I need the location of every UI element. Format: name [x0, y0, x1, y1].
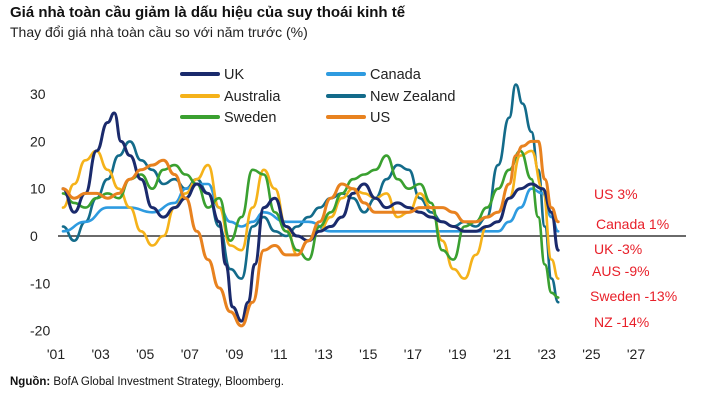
x-tick-label: '11 — [270, 346, 287, 362]
x-tick-label: '13 — [315, 346, 333, 362]
x-tick-label: '15 — [359, 346, 377, 362]
x-tick-label: '21 — [493, 346, 511, 362]
y-tick-label: 10 — [30, 181, 46, 197]
end-label-new-zealand: NZ -14% — [594, 314, 649, 330]
source-note: Nguồn: BofA Global Investment Strategy, … — [10, 376, 284, 388]
x-tick-label: '07 — [181, 346, 199, 362]
end-label-sweden: Sweden -13% — [590, 288, 677, 304]
x-tick-label: '17 — [404, 346, 422, 362]
legend-label-australia: Australia — [224, 89, 281, 105]
end-label-uk: UK -3% — [594, 241, 642, 257]
x-tick-label: '09 — [225, 346, 243, 362]
end-label-canada: Canada 1% — [596, 216, 669, 232]
legend-label-us: US — [370, 110, 390, 126]
x-tick-label: '03 — [91, 346, 109, 362]
series-line-canada — [61, 182, 560, 233]
series-line-sweden — [61, 149, 560, 299]
y-tick-label: 30 — [30, 86, 46, 102]
legend-label-uk: UK — [224, 67, 244, 83]
x-tick-label: '01 — [47, 346, 65, 362]
y-tick-label: -20 — [30, 323, 50, 339]
source-text: BofA Global Investment Strategy, Bloombe… — [50, 376, 284, 388]
series-line-new-zealand — [61, 83, 560, 304]
y-tick-label: 20 — [30, 133, 46, 149]
x-tick-label: '27 — [627, 346, 645, 362]
line-chart: 30 20 10 0 -10 -20 '01 '03 '05 '07 '09 '11 '13 '15 '17… — [30, 67, 686, 362]
x-tick-label: '19 — [448, 346, 466, 362]
legend-label-sweden: Sweden — [224, 110, 276, 126]
legend-label-new-zealand: New Zealand — [370, 89, 455, 105]
legend-label-canada: Canada — [370, 67, 422, 83]
series-line-uk — [61, 111, 560, 323]
end-label-australia: AUS -9% — [592, 263, 650, 279]
y-tick-label: -10 — [30, 275, 50, 291]
chart-subtitle: Thay đổi giá nhà toàn cầu so với năm trư… — [10, 24, 308, 40]
x-tick-label: '25 — [582, 346, 600, 362]
series-line-us — [61, 139, 560, 328]
end-label-us: US 3% — [594, 186, 638, 202]
x-tick-label: '05 — [136, 346, 154, 362]
chart-title: Giá nhà toàn cầu giảm là dấu hiệu của su… — [10, 4, 406, 21]
source-label: Nguồn: — [10, 376, 51, 388]
y-tick-label: 0 — [30, 228, 38, 244]
x-tick-label: '23 — [538, 346, 556, 362]
